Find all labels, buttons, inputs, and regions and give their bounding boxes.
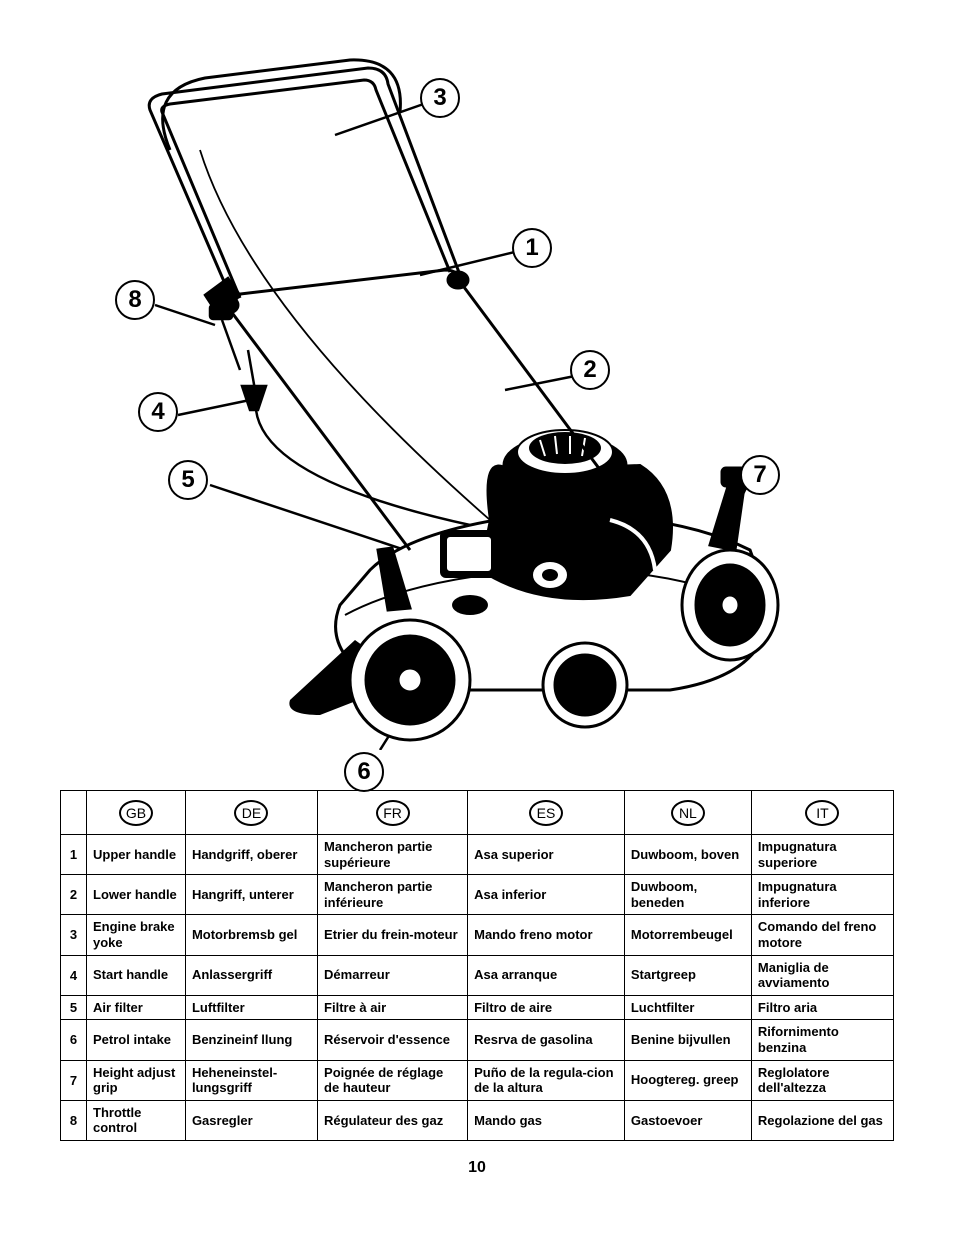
col-it: IT xyxy=(751,791,893,835)
cell-fr: Mancheron partie supérieure xyxy=(318,835,468,875)
row-num: 7 xyxy=(61,1060,87,1100)
cell-fr: Mancheron partie inférieure xyxy=(318,875,468,915)
col-gb: GB xyxy=(87,791,186,835)
table-row: 3Engine brake yokeMotorbremsb gelEtrier … xyxy=(61,915,894,955)
cell-de: Motorbremsb gel xyxy=(185,915,317,955)
callout-5: 5 xyxy=(168,460,208,500)
cell-gb: Air filter xyxy=(87,995,186,1020)
cell-de: Hangriff, unterer xyxy=(185,875,317,915)
cell-es: Asa inferior xyxy=(468,875,625,915)
callout-2: 2 xyxy=(570,350,610,390)
manual-page: 3 1 8 2 4 5 7 6 GB DE FR ES NL IT 1Upper… xyxy=(0,0,954,1197)
diagram-area: 3 1 8 2 4 5 7 6 xyxy=(60,30,894,780)
table-row: 4Start handleAnlassergriffDémarreurAsa a… xyxy=(61,955,894,995)
cell-es: Asa arranque xyxy=(468,955,625,995)
lang-badge-it: IT xyxy=(805,800,839,826)
table-row: 5Air filterLuftfilterFiltre à airFiltro … xyxy=(61,995,894,1020)
cell-de: Benzineinf llung xyxy=(185,1020,317,1060)
cell-it: Impugnatura superiore xyxy=(751,835,893,875)
cell-nl: Hoogtereg. greep xyxy=(624,1060,751,1100)
callout-6: 6 xyxy=(344,752,384,792)
cell-de: Anlassergriff xyxy=(185,955,317,995)
table-body: 1Upper handleHandgriff, obererMancheron … xyxy=(61,835,894,1141)
callout-1: 1 xyxy=(512,228,552,268)
cell-fr: Etrier du frein-moteur xyxy=(318,915,468,955)
callout-3: 3 xyxy=(420,78,460,118)
cell-de: Luftfilter xyxy=(185,995,317,1020)
cell-gb: Height adjust grip xyxy=(87,1060,186,1100)
cell-fr: Démarreur xyxy=(318,955,468,995)
row-num: 8 xyxy=(61,1100,87,1140)
table-row: 2Lower handleHangriff, untererMancheron … xyxy=(61,875,894,915)
lang-badge-gb: GB xyxy=(119,800,153,826)
callout-4: 4 xyxy=(138,392,178,432)
callout-8: 8 xyxy=(115,280,155,320)
cell-gb: Throttle control xyxy=(87,1100,186,1140)
table-row: 6Petrol intakeBenzineinf llungRéservoir … xyxy=(61,1020,894,1060)
cell-es: Asa superior xyxy=(468,835,625,875)
table-header-row: GB DE FR ES NL IT xyxy=(61,791,894,835)
cell-es: Mando gas xyxy=(468,1100,625,1140)
cell-it: Filtro aria xyxy=(751,995,893,1020)
row-num: 4 xyxy=(61,955,87,995)
cell-gb: Upper handle xyxy=(87,835,186,875)
cell-de: Heheneinstel-lungsgriff xyxy=(185,1060,317,1100)
row-num: 6 xyxy=(61,1020,87,1060)
row-num: 2 xyxy=(61,875,87,915)
cell-nl: Duwboom, beneden xyxy=(624,875,751,915)
cell-gb: Petrol intake xyxy=(87,1020,186,1060)
cell-es: Mando freno motor xyxy=(468,915,625,955)
cell-gb: Start handle xyxy=(87,955,186,995)
cell-es: Filtro de aire xyxy=(468,995,625,1020)
row-num: 1 xyxy=(61,835,87,875)
cell-fr: Filtre à air xyxy=(318,995,468,1020)
row-num: 3 xyxy=(61,915,87,955)
cell-de: Handgriff, oberer xyxy=(185,835,317,875)
cell-fr: Poignée de réglage de hauteur xyxy=(318,1060,468,1100)
col-fr: FR xyxy=(318,791,468,835)
col-de: DE xyxy=(185,791,317,835)
cell-nl: Benine bijvullen xyxy=(624,1020,751,1060)
cell-it: Regolazione del gas xyxy=(751,1100,893,1140)
cell-es: Resrva de gasolina xyxy=(468,1020,625,1060)
cell-nl: Startgreep xyxy=(624,955,751,995)
col-num xyxy=(61,791,87,835)
cell-fr: Réservoir d'essence xyxy=(318,1020,468,1060)
cell-it: Maniglia de avviamento xyxy=(751,955,893,995)
cell-it: Comando del freno motore xyxy=(751,915,893,955)
cell-it: Rifornimento benzina xyxy=(751,1020,893,1060)
page-number: 10 xyxy=(60,1159,894,1177)
cell-nl: Luchtfilter xyxy=(624,995,751,1020)
cell-nl: Duwboom, boven xyxy=(624,835,751,875)
lang-badge-de: DE xyxy=(234,800,268,826)
table-row: 1Upper handleHandgriff, obererMancheron … xyxy=(61,835,894,875)
cell-nl: Motorrembeugel xyxy=(624,915,751,955)
lang-badge-nl: NL xyxy=(671,800,705,826)
callout-7: 7 xyxy=(740,455,780,495)
table-row: 7Height adjust gripHeheneinstel-lungsgri… xyxy=(61,1060,894,1100)
cell-gb: Engine brake yoke xyxy=(87,915,186,955)
cell-de: Gasregler xyxy=(185,1100,317,1140)
lang-badge-es: ES xyxy=(529,800,563,826)
lang-badge-fr: FR xyxy=(376,800,410,826)
cell-es: Puño de la regula-cion de la altura xyxy=(468,1060,625,1100)
table-row: 8Throttle controlGasreglerRégulateur des… xyxy=(61,1100,894,1140)
col-nl: NL xyxy=(624,791,751,835)
cell-it: Reglolatore dell'altezza xyxy=(751,1060,893,1100)
cell-nl: Gastoevoer xyxy=(624,1100,751,1140)
parts-table: GB DE FR ES NL IT 1Upper handleHandgriff… xyxy=(60,790,894,1141)
cell-fr: Régulateur des gaz xyxy=(318,1100,468,1140)
mower-illustration xyxy=(110,50,810,750)
cell-it: Impugnatura inferiore xyxy=(751,875,893,915)
cell-gb: Lower handle xyxy=(87,875,186,915)
row-num: 5 xyxy=(61,995,87,1020)
col-es: ES xyxy=(468,791,625,835)
